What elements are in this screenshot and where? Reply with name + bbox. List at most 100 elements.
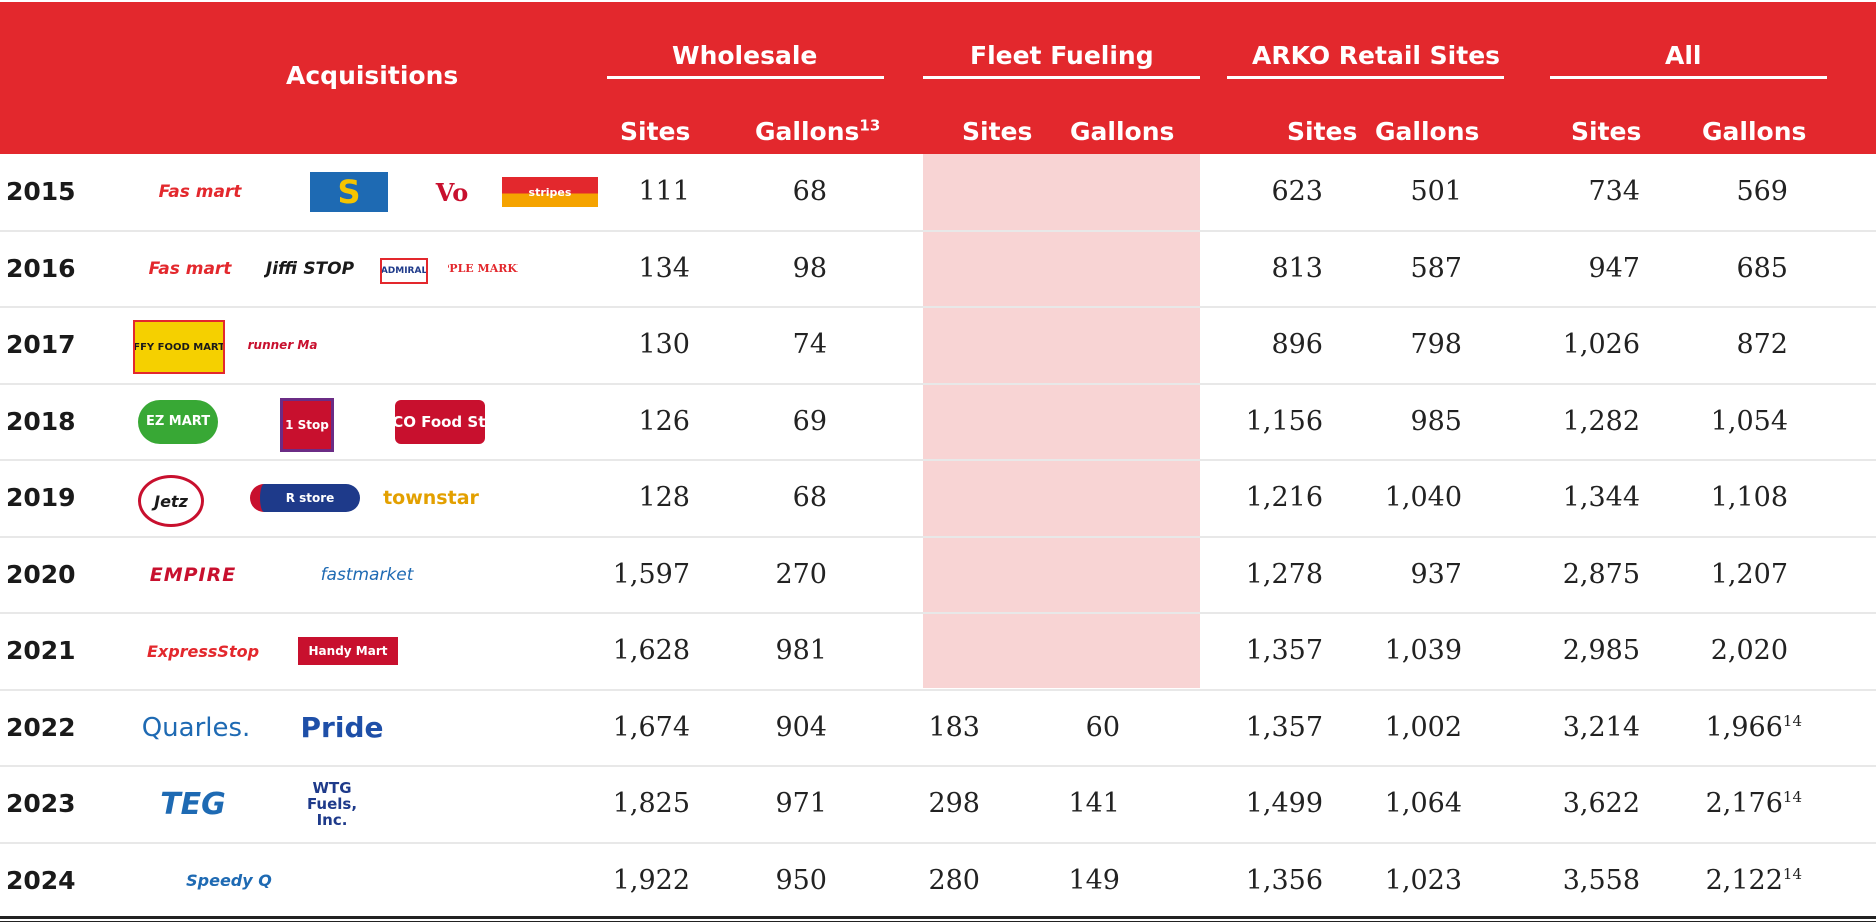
brand-logo: Pride — [300, 711, 384, 744]
cell-all-sites: 3,558 — [1562, 864, 1640, 896]
brand-logo: ExpressStop — [146, 641, 260, 661]
fleet-empty-shading — [923, 154, 1200, 688]
cell-all-gal: 1,108 — [1710, 482, 1788, 513]
header-acquisitions: Acquisitions — [286, 61, 459, 90]
brand-logo: townstar — [383, 487, 479, 509]
cell-all-sites: 1,344 — [1562, 482, 1640, 513]
table-row: 2016 Fas mart Jiffi STOP ADMIRAL APPLE MARKE… — [0, 231, 1876, 307]
brand-logo: Handy Mart — [298, 637, 398, 665]
cell-all-gal: 1,96614 — [1705, 711, 1802, 743]
cell-w-sites: 128 — [638, 482, 690, 513]
table-row: 2019 Jetz R store townstar 128 68 1,216 1,040 1,… — [0, 460, 1876, 536]
row-year: 2019 — [6, 483, 76, 512]
arko-gallons-header: Gallons — [1375, 117, 1480, 146]
brand-logo: R store — [250, 484, 360, 512]
brand-logo: 1 Stop — [280, 397, 334, 452]
acquisition-logos: EMPIRE fastmarket — [130, 547, 600, 603]
cell-a-gal: 1,002 — [1384, 711, 1462, 743]
arko-underline — [1227, 76, 1504, 79]
brand-logo: RENCO Food Stores — [395, 399, 485, 444]
row-divider — [0, 459, 1876, 461]
cell-a-sites: 1,357 — [1245, 635, 1323, 666]
brand-logo: Jiffi STOP — [265, 258, 355, 279]
cell-w-gal: 904 — [775, 711, 827, 743]
table-row: 2022 Quarles. Pride 1,674 904 183 60 1,357 1,002… — [0, 690, 1876, 766]
row-divider — [0, 765, 1876, 767]
row-year: 2016 — [6, 253, 76, 283]
brand-logo: stripes — [502, 177, 598, 207]
fleet-underline — [923, 76, 1200, 79]
brand-logo: Roadrunner Markets — [248, 338, 318, 352]
cell-a-sites: 1,499 — [1245, 788, 1323, 819]
cell-a-gal: 501 — [1410, 176, 1462, 207]
cell-a-gal: 587 — [1410, 252, 1462, 284]
cell-w-gal: 68 — [792, 176, 827, 207]
footnote-13: 13 — [859, 116, 881, 135]
brand-logo: Fas mart — [158, 182, 242, 202]
cell-w-sites: 1,674 — [612, 711, 690, 743]
row-year: 2020 — [6, 559, 76, 589]
footnote-14: 14 — [1782, 864, 1802, 883]
brand-logo: TEG — [160, 786, 226, 822]
row-divider — [0, 841, 1876, 844]
cell-a-sites: 1,278 — [1245, 558, 1323, 590]
brand-logo: Quarles. — [141, 712, 251, 743]
brand-logo: Speedy Q — [186, 871, 272, 890]
cell-w-sites: 130 — [638, 329, 690, 360]
header-fleet-fueling: Fleet Fueling — [970, 41, 1154, 70]
all-underline — [1550, 76, 1827, 79]
header-arko-retail: ARKO Retail Sites — [1252, 41, 1501, 70]
cell-w-sites: 111 — [638, 176, 690, 207]
acquisition-logos: Jetz R store townstar — [130, 470, 600, 527]
cell-all-gal: 2,17614 — [1705, 788, 1802, 819]
brand-logo: Fas mart — [148, 258, 232, 279]
acquisition-logos: Quarles. Pride — [130, 700, 600, 756]
cell-all-gal: 685 — [1736, 252, 1788, 284]
table-row: 2015 Fas mart S Vo stripes 111 68 623 501 734 569 — [0, 154, 1876, 230]
cell-f-gal: 141 — [1068, 788, 1120, 819]
cell-all-gal: 2,12214 — [1705, 864, 1802, 896]
cell-all-sites: 3,622 — [1562, 788, 1640, 819]
row-divider — [0, 688, 1876, 691]
brand-logo: Jetz — [138, 475, 204, 527]
row-divider — [0, 612, 1876, 614]
cell-f-sites: 298 — [928, 788, 980, 819]
cell-w-gal: 971 — [775, 788, 827, 819]
cell-all-sites: 2,875 — [1562, 558, 1640, 590]
brand-logo: WTG Fuels, Inc. — [306, 779, 358, 829]
footnote-14: 14 — [1782, 788, 1802, 806]
cell-f-sites: 280 — [928, 864, 980, 896]
row-divider — [0, 382, 1876, 385]
brand-logo: Vo — [435, 177, 469, 207]
cell-a-gal: 1,040 — [1384, 482, 1462, 513]
cell-f-gal: 60 — [1085, 711, 1120, 743]
all-sites-header: Sites — [1571, 117, 1642, 146]
cell-w-sites: 1,597 — [612, 558, 690, 590]
row-year: 2022 — [6, 712, 76, 742]
table-row: 2023 TEG WTG Fuels, Inc. 1,825 971 298 141 1,49… — [0, 766, 1876, 842]
acquisition-logos: JIFFY FOOD MARTS Roadrunner Markets — [130, 317, 600, 374]
cell-a-gal: 937 — [1410, 558, 1462, 590]
cell-all-gal: 1,054 — [1710, 405, 1788, 437]
wholesale-underline — [607, 76, 884, 79]
cell-w-gal: 98 — [792, 252, 827, 284]
fleet-sites-header: Sites — [962, 117, 1033, 146]
acquisition-logos: Speedy Q — [130, 853, 600, 909]
table-row: 2021 ExpressStop Handy Mart 1,628 981 1,357 1,… — [0, 613, 1876, 689]
brand-logo: ADMIRAL — [380, 257, 428, 284]
cell-w-gal: 270 — [775, 558, 827, 590]
wholesale-gallons-header: Gallons13 — [755, 116, 881, 146]
brand-logo: EMPIRE — [149, 563, 237, 586]
cell-f-sites: 183 — [928, 711, 980, 743]
cell-w-sites: 1,628 — [612, 635, 690, 666]
cell-w-gal: 74 — [792, 329, 827, 360]
cell-a-sites: 813 — [1271, 252, 1323, 284]
brand-logo: APPLE MARKET — [448, 262, 518, 275]
cell-a-sites: 1,357 — [1245, 711, 1323, 743]
cell-all-gal: 2,020 — [1710, 635, 1788, 666]
row-year: 2023 — [6, 789, 76, 818]
cell-all-gal: 569 — [1736, 176, 1788, 207]
row-year: 2018 — [6, 406, 76, 436]
row-year: 2017 — [6, 330, 76, 359]
cell-a-gal: 985 — [1410, 405, 1462, 437]
